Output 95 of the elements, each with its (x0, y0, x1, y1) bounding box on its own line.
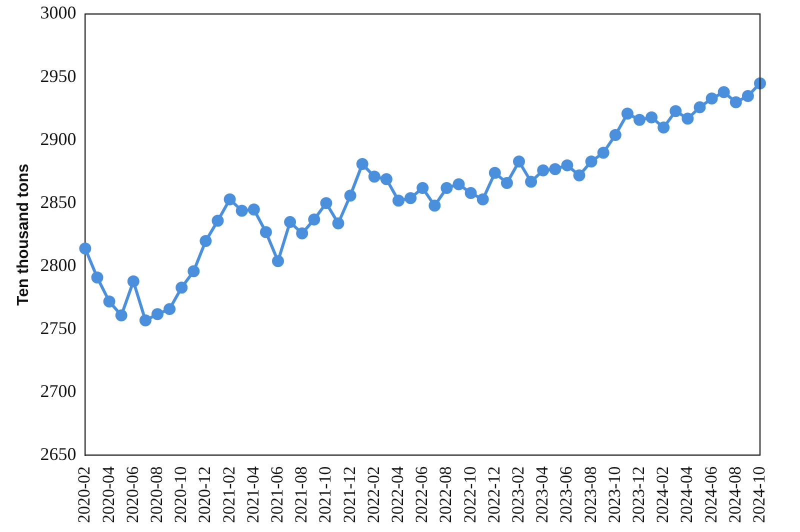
y-axis-title: Ten thousand tons (15, 164, 32, 306)
point (730, 96, 742, 108)
point (670, 105, 682, 118)
point (284, 216, 296, 228)
point (164, 303, 176, 316)
point (224, 193, 236, 206)
point (248, 203, 260, 216)
point (272, 255, 284, 268)
point (525, 176, 538, 188)
point (754, 77, 766, 90)
y-tick-label: 2950 (40, 66, 76, 86)
x-tick-label: 2021-02 (219, 466, 238, 524)
point (212, 214, 224, 227)
x-tick-label: 2023-02 (508, 466, 528, 524)
point (176, 282, 188, 294)
y-tick-label: 2850 (40, 192, 76, 212)
x-tick-label: 2022-02 (364, 466, 383, 524)
point (332, 217, 344, 230)
point (682, 112, 694, 125)
point (452, 178, 465, 190)
point (561, 159, 574, 172)
point (416, 182, 429, 194)
x-tick-label: 2021-10 (316, 466, 335, 524)
x-tick-label: 2022-04 (388, 466, 407, 524)
point (200, 234, 212, 247)
x-tick-label: 2021-08 (292, 466, 311, 524)
x-tick-label: 2020-04 (98, 466, 118, 524)
point (488, 166, 501, 179)
point (368, 170, 380, 183)
x-tick-label: 2022-06 (412, 466, 432, 524)
point (585, 156, 598, 168)
point (404, 192, 417, 204)
x-tick-label: 2023-08 (580, 466, 600, 524)
point (380, 173, 392, 186)
x-tick-label: 2021-06 (267, 466, 286, 524)
x-tick-label: 2020-08 (146, 466, 166, 524)
y-tick-label: 2900 (40, 128, 76, 149)
point (549, 163, 562, 176)
point (440, 182, 453, 194)
y-tick-label: 2800 (40, 254, 76, 275)
point (621, 108, 634, 120)
y-tick-label: 3000 (40, 2, 76, 23)
point (597, 146, 610, 159)
point (646, 111, 658, 124)
point (428, 200, 441, 212)
x-tick-label: 2024-10 (749, 466, 768, 524)
point (609, 129, 622, 142)
point (634, 114, 646, 126)
point (296, 227, 308, 240)
point (320, 197, 332, 210)
point (513, 156, 525, 168)
x-tick-label: 2020-06 (122, 466, 142, 524)
x-tick-label: 2020-02 (74, 466, 94, 524)
point (356, 158, 368, 170)
x-tick-label: 2023-06 (556, 466, 576, 524)
point (573, 169, 586, 182)
x-tick-label: 2023-04 (532, 466, 552, 524)
y-tick-label: 2700 (40, 381, 76, 402)
point (260, 226, 272, 238)
point (392, 194, 404, 207)
point (694, 101, 706, 114)
point (115, 309, 128, 322)
x-tick-label: 2022-10 (460, 466, 480, 524)
y-tick-label: 2750 (40, 318, 76, 338)
point (103, 296, 116, 308)
point (91, 272, 104, 284)
x-tick-label: 2024-02 (653, 466, 672, 524)
y-tick-label: 2650 (40, 444, 76, 464)
point (236, 204, 248, 217)
x-tick-label: 2024-06 (701, 466, 720, 524)
point (537, 164, 550, 176)
x-tick-label: 2024-04 (677, 466, 696, 524)
point (476, 193, 489, 206)
x-tick-label: 2023-12 (628, 466, 648, 524)
x-tick-label: 2020-12 (195, 466, 214, 524)
point (79, 242, 92, 255)
point (464, 187, 477, 200)
point (127, 275, 140, 288)
point (658, 121, 670, 134)
point (152, 308, 164, 320)
x-tick-label: 2021-04 (243, 466, 262, 524)
x-tick-label: 2023-10 (604, 466, 624, 524)
point (718, 86, 730, 98)
point (308, 214, 320, 226)
point (500, 176, 513, 189)
point (188, 265, 200, 278)
point (742, 90, 754, 102)
x-tick-label: 2021-12 (340, 466, 359, 524)
point (139, 314, 152, 326)
point (706, 92, 718, 104)
point (344, 190, 356, 202)
x-tick-label: 2022-08 (436, 466, 456, 524)
x-tick-label: 2020-10 (171, 466, 190, 524)
x-tick-label: 2024-08 (725, 466, 744, 524)
x-tick-label: 2022-12 (484, 466, 504, 524)
